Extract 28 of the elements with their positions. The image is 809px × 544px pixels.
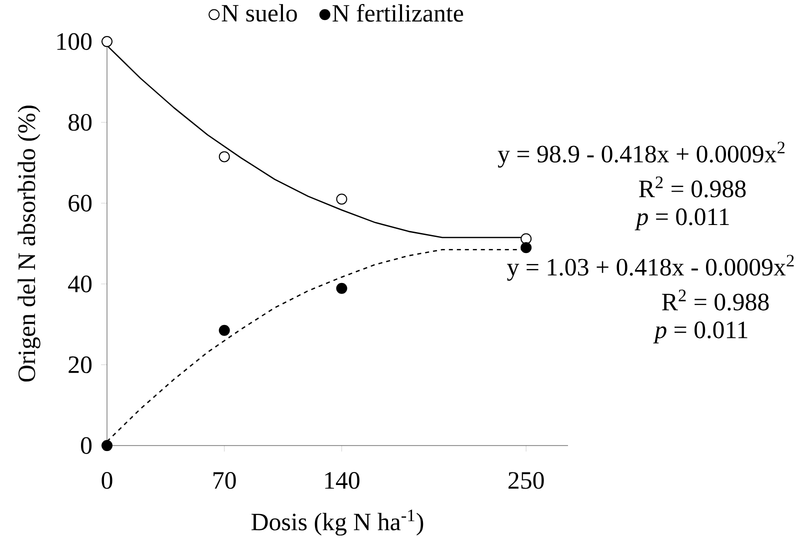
point bbox=[520, 233, 532, 244]
annotation: y = 98.9 - 0.418x + 0.0009x$^{2}$ bbox=[498, 142, 785, 168]
y-tick-label: 60 bbox=[68, 194, 92, 212]
point bbox=[102, 440, 113, 452]
legend-label: N fertilizante bbox=[332, 4, 464, 22]
y-tick-label: 20 bbox=[68, 356, 92, 374]
x-tick-label: 140 bbox=[325, 472, 360, 489]
legend-label: N suelo bbox=[222, 4, 297, 22]
point bbox=[218, 151, 230, 162]
point bbox=[102, 36, 113, 48]
y-tick-label: 0 bbox=[81, 437, 92, 454]
x-tick-label: 250 bbox=[508, 472, 544, 489]
point bbox=[336, 282, 348, 294]
x-tick-label: 70 bbox=[214, 472, 236, 489]
y-tick-label: 40 bbox=[68, 276, 92, 292]
x-tick-label: 0 bbox=[102, 472, 112, 489]
y-tick-label: 100 bbox=[57, 33, 92, 50]
point bbox=[336, 194, 348, 205]
annotation: y = 1.03 + 0.418x - 0.0009x$^{2}$ bbox=[507, 254, 794, 281]
text: R$^{2}$ = 0.988 bbox=[639, 176, 746, 198]
text: p = 0.011 bbox=[653, 322, 748, 344]
point bbox=[520, 242, 532, 254]
x-axis-title: Dosis (kg N ha$^{-1}$) bbox=[252, 510, 424, 536]
text: p = 0.011 bbox=[634, 208, 729, 230]
text: R$^{2}$ = 0.988 bbox=[662, 290, 769, 311]
point bbox=[218, 324, 230, 336]
y-axis-title: Origen del N absorbido (%) bbox=[18, 106, 40, 382]
y-tick-label: 80 bbox=[68, 114, 92, 131]
